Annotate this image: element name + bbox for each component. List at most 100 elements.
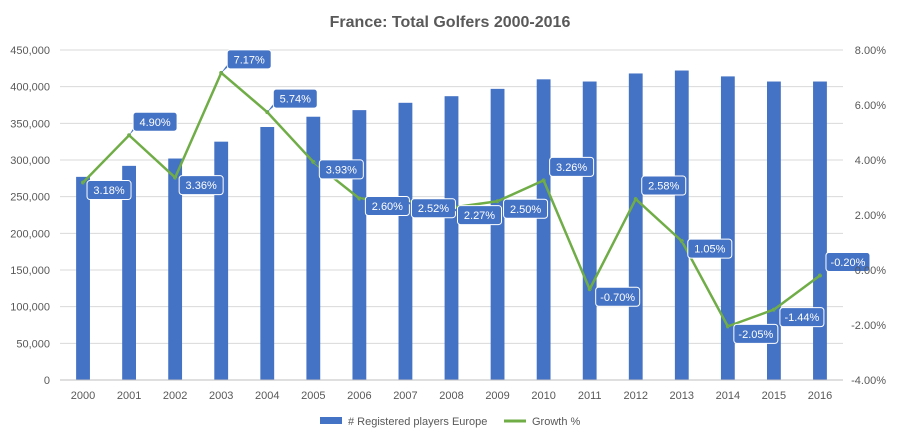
label-text: -2.05% [738,329,773,341]
label-box [595,286,641,307]
growth-data-label: -0.20% [819,252,871,276]
x-tick-label: 2014 [716,390,740,402]
growth-data-label: 3.26% [543,156,595,181]
x-tick-label: 2013 [670,390,694,402]
left-tick-label: 400,000 [10,82,50,94]
growth-data-label: 4.90% [129,111,178,136]
label-box [132,111,178,132]
bar [628,73,643,380]
x-tick-label: 2003 [209,390,233,402]
bar [582,81,597,381]
x-tick-label: 2010 [531,390,555,402]
bar-series [76,70,827,381]
growth-data-label: -0.70% [589,286,641,307]
growth-data-label: 2.27% [451,205,502,226]
label-box [503,198,549,219]
label-text: 3.93% [326,164,357,176]
left-tick-label: 150,000 [10,265,50,277]
legend-label-line: Growth % [532,416,581,428]
x-axis: 2000 2001 2002 2003 2004 2005 2006 2007 2008 2009… [60,379,843,402]
bar [720,76,735,381]
x-tick-label: 2009 [485,390,509,402]
growth-data-label: 3.36% [175,175,224,196]
label-text: 2.50% [510,204,541,216]
x-tick-label: 2000 [71,390,95,402]
label-text: 4.90% [139,117,170,129]
left-tick-label: 0 [44,375,50,387]
bar [444,96,459,380]
left-tick-label: 50,000 [16,338,50,350]
label-text: 5.74% [280,94,311,106]
label-box [178,175,224,196]
label-text: 7.17% [234,54,265,66]
x-tick-label: 2007 [393,390,417,402]
x-tick-label: 2012 [623,390,647,402]
left-tick-label: 350,000 [10,118,50,130]
label-box [364,196,410,216]
label-box [687,238,733,259]
bar [674,70,689,381]
bar [260,127,275,380]
growth-data-label: 2.52% [405,198,456,219]
growth-data-label: 2.58% [635,175,687,200]
left-tick-label: 250,000 [10,192,50,204]
right-tick-label: 0.00% [855,265,886,277]
left-tick-label: 100,000 [10,302,50,314]
growth-data-label: 7.17% [221,49,272,73]
label-text: 2.58% [648,181,679,193]
left-tick-label: 300,000 [10,155,50,167]
label-box [733,323,779,344]
right-tick-label: 6.00% [855,100,886,112]
bar [767,81,781,381]
label-box [410,198,456,219]
label-box [272,88,318,109]
bar [214,141,229,380]
x-tick-label: 2008 [439,390,463,402]
label-text: 2.60% [372,201,403,213]
bar [306,116,321,380]
growth-data-label: 3.93% [313,159,364,180]
chart-title: France: Total Golfers 2000-2016 [330,14,571,31]
growth-data-label: -1.44% [773,307,825,328]
right-axis: -4.00% -2.00% 0.00% 2.00% 4.00% 6.00% 8.00% [851,45,886,387]
x-tick-label: 2001 [117,390,141,402]
bar [490,88,505,380]
bar [398,102,413,381]
growth-data-label: 1.05% [681,238,733,259]
x-tick-label: 2002 [163,390,187,402]
right-tick-label: -2.00% [851,320,886,332]
left-tick-label: 200,000 [10,228,50,240]
label-box [825,252,871,272]
bar [168,158,183,380]
growth-data-label: 3.18% [83,180,132,201]
label-text: 3.18% [93,185,124,197]
bar [352,110,367,380]
label-text: 3.36% [186,180,217,192]
right-tick-label: 8.00% [855,45,886,57]
x-tick-label: 2005 [301,390,325,402]
left-axis: 0 50,000 100,000 150,000 200,000 250,000 300,0… [10,45,50,387]
label-text: 3.26% [556,162,587,174]
right-tick-label: 2.00% [855,210,886,222]
growth-data-label: 5.74% [267,88,318,113]
bar [813,81,827,381]
x-tick-label: 2011 [578,390,602,402]
label-text: 2.27% [464,210,495,222]
label-text: 2.52% [418,203,449,215]
bar [536,79,551,380]
label-text: -0.20% [831,257,866,269]
legend: # Registered players Europe Growth % [320,416,581,428]
label-text: -0.70% [600,292,635,304]
growth-data-label: -2.05% [727,323,779,344]
bar [122,165,136,380]
bar [76,176,90,380]
x-tick-label: 2015 [762,390,786,402]
right-tick-label: 4.00% [855,155,886,167]
growth-data-label: 2.50% [497,198,549,219]
data-labels: 3.18% 4.90% 3.36% 7.17% 5.74% 3.93% 2.60% 2.52%… [83,49,871,344]
right-tick-label: -4.00% [851,375,886,387]
label-text: 1.05% [694,244,725,256]
label-box [86,180,132,201]
x-tick-label: 2004 [255,390,279,402]
